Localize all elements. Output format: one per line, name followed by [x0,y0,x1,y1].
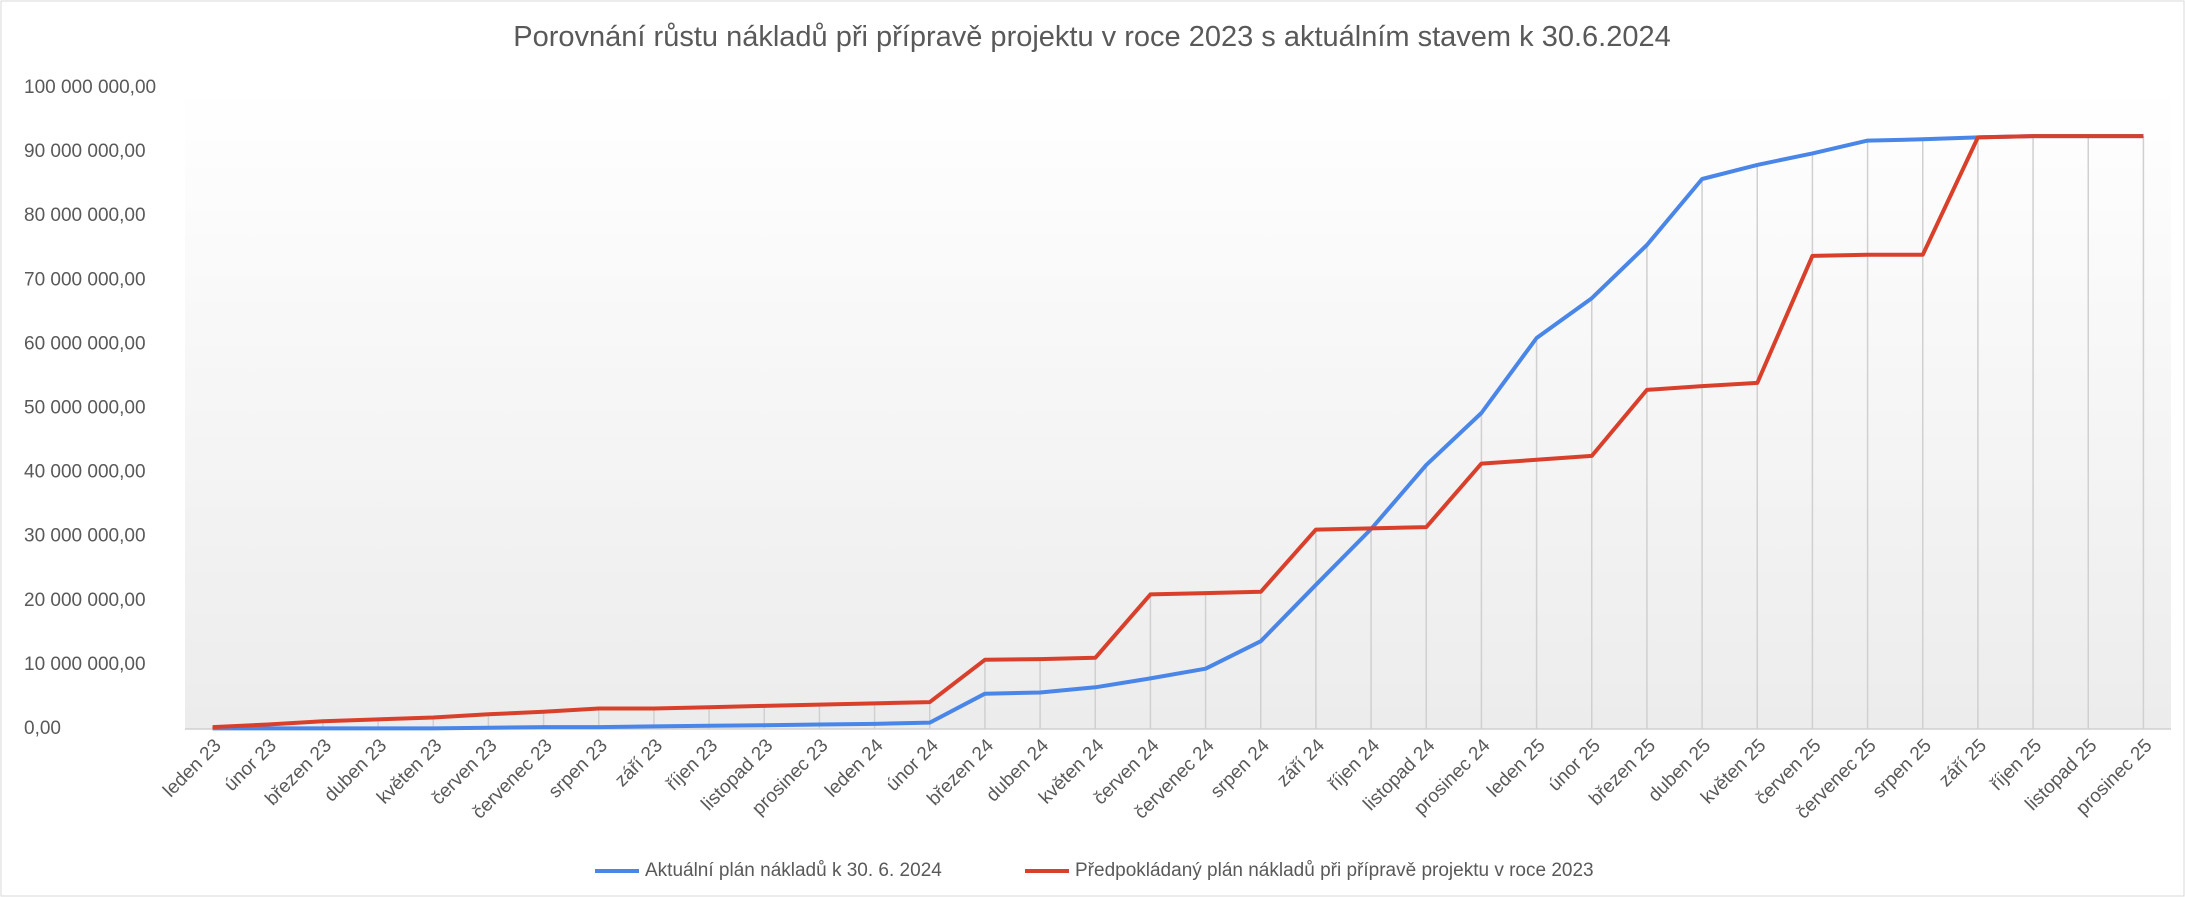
chart-title: Porovnání růstu nákladů při přípravě pro… [513,21,1670,53]
y-tick-label: 60 000 000,00 [24,333,146,354]
y-tick-label: 10 000 000,00 [24,654,146,675]
legend-label: Předpokládaný plán nákladů při přípravě … [1075,860,1594,881]
y-tick-label: 20 000 000,00 [24,590,146,611]
y-tick-label: 70 000 000,00 [24,269,146,290]
plot-area [185,88,2171,729]
series-line [212,134,2144,730]
legend-label: Aktuální plán nákladů k 30. 6. 2024 [645,860,942,881]
y-tick-label: 100 000 000,00 [24,77,156,98]
series-line [212,134,2144,731]
y-tick-label: 30 000 000,00 [24,526,146,547]
y-tick-label: 40 000 000,00 [24,462,146,483]
y-tick-label: 80 000 000,00 [24,205,146,226]
y-tick-label: 0,00 [24,718,61,739]
y-tick-label: 90 000 000,00 [24,141,146,162]
y-tick-label: 50 000 000,00 [24,398,146,419]
